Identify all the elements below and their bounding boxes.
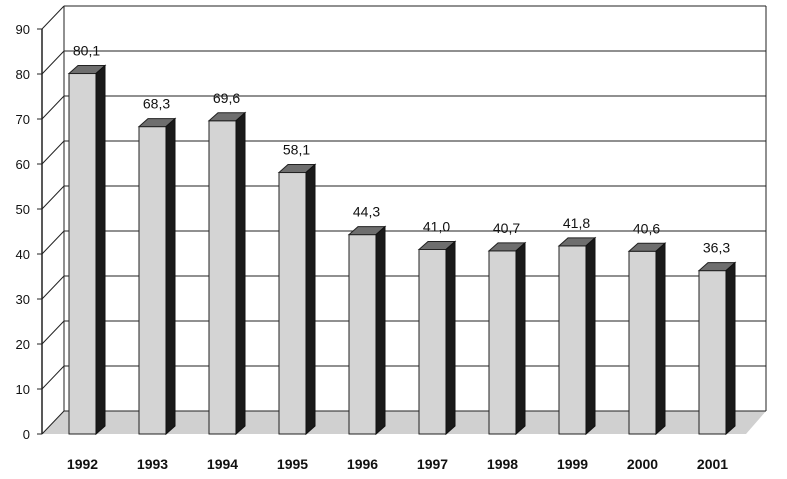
bar-side <box>305 163 316 436</box>
bar <box>488 250 517 435</box>
x-tick-label: 1996 <box>347 456 378 472</box>
bar <box>138 126 167 435</box>
y-tick-label: 0 <box>23 427 30 442</box>
x-tick-label: 1998 <box>487 456 518 472</box>
gridline-depth <box>41 50 65 75</box>
data-label: 40,7 <box>493 220 520 236</box>
bar-side <box>235 111 246 436</box>
gridline-depth <box>41 410 65 435</box>
bar <box>628 250 657 435</box>
data-label: 36,3 <box>703 240 730 256</box>
bar-side <box>585 236 596 436</box>
bar-side <box>515 241 526 436</box>
gridline-depth <box>41 95 65 120</box>
x-tick-label: 2000 <box>627 456 658 472</box>
y-tick-label: 70 <box>16 112 30 127</box>
data-label: 40,6 <box>633 220 660 236</box>
gridline-depth <box>41 320 65 345</box>
y-tick-label: 10 <box>16 382 30 397</box>
bar <box>698 270 727 435</box>
bar <box>418 249 447 435</box>
y-tick-label: 30 <box>16 292 30 307</box>
x-tick-label: 1999 <box>557 456 588 472</box>
gridline-depth <box>41 140 65 165</box>
data-label: 69,6 <box>213 90 240 106</box>
data-label: 58,1 <box>283 142 310 158</box>
x-tick-label: 1995 <box>277 456 308 472</box>
bar-side <box>165 117 176 436</box>
y-tick-label: 20 <box>16 337 30 352</box>
y-tick-label: 80 <box>16 67 30 82</box>
data-label: 44,3 <box>353 204 380 220</box>
y-tick-label: 60 <box>16 157 30 172</box>
gridline-depth <box>41 185 65 210</box>
x-tick-label: 1997 <box>417 456 448 472</box>
bar-side <box>445 240 456 436</box>
bar <box>348 234 377 435</box>
bar-side <box>375 225 386 436</box>
bar-side <box>725 261 736 436</box>
x-tick-label: 1993 <box>137 456 168 472</box>
gridline-depth <box>41 5 65 30</box>
bar <box>68 73 97 435</box>
bar <box>558 245 587 435</box>
bar-side <box>655 242 666 436</box>
bar <box>278 172 307 435</box>
gridline-depth <box>41 230 65 255</box>
data-label: 80,1 <box>73 43 100 59</box>
x-tick-label: 2001 <box>697 456 728 472</box>
y-tick-label: 40 <box>16 247 30 262</box>
bar-side <box>95 64 106 436</box>
x-tick-label: 1992 <box>67 456 98 472</box>
gridline-depth <box>41 365 65 390</box>
gridline-depth <box>41 275 65 300</box>
data-label: 41,8 <box>563 215 590 231</box>
data-label: 41,0 <box>423 219 450 235</box>
bar <box>208 120 237 435</box>
y-tick-label: 90 <box>16 22 30 37</box>
x-tick-label: 1994 <box>207 456 238 472</box>
y-tick-label: 50 <box>16 202 30 217</box>
data-label: 68,3 <box>143 96 170 112</box>
